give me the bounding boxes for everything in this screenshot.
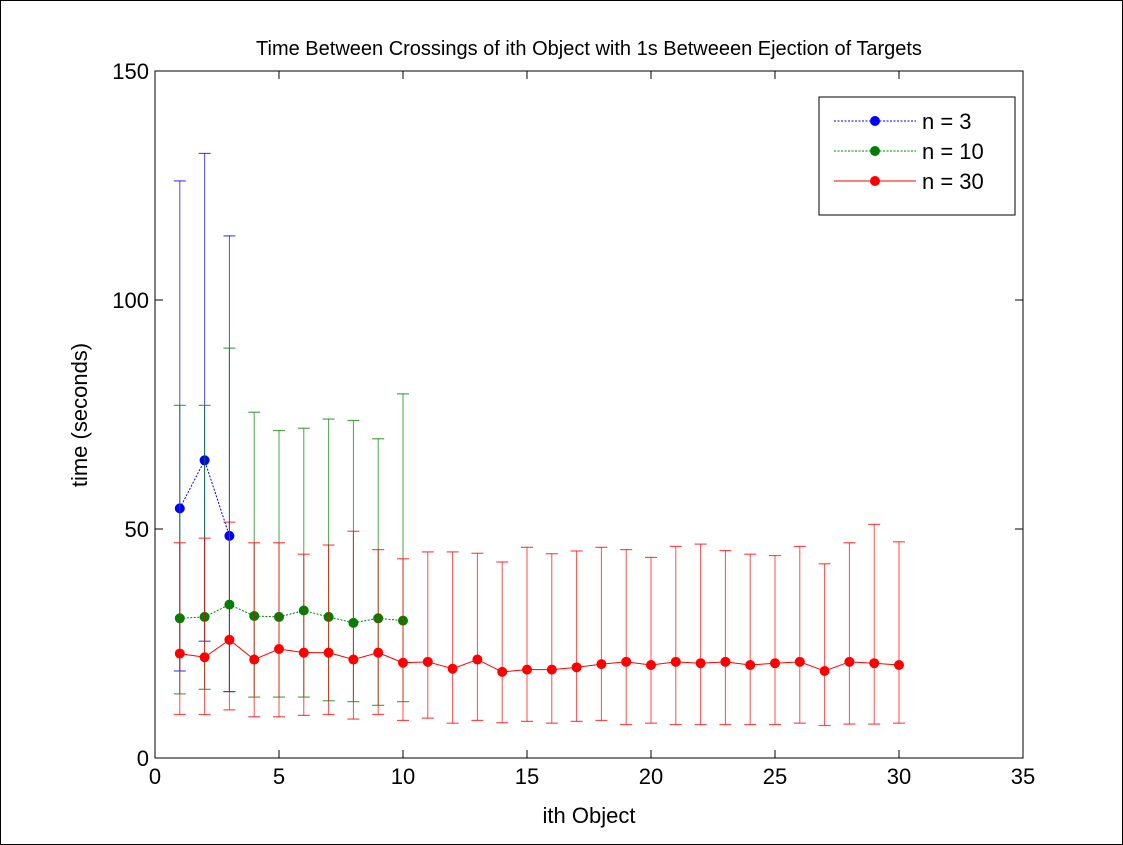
data-point (869, 658, 880, 669)
data-point (646, 660, 656, 671)
legend-marker (870, 146, 880, 156)
series-group-3 (173, 521, 905, 727)
data-point (546, 664, 557, 675)
data-point (249, 654, 260, 665)
data-point (174, 648, 185, 659)
legend-label: n = 3 (922, 109, 972, 134)
data-point (224, 634, 235, 645)
data-point (274, 643, 284, 654)
data-point (844, 656, 855, 667)
data-point (323, 647, 334, 658)
data-point (472, 654, 483, 665)
legend-label: n = 10 (922, 139, 984, 164)
data-point (348, 654, 359, 665)
legend-label: n = 30 (922, 169, 984, 194)
data-point (745, 660, 756, 671)
x-tick-label: 20 (639, 764, 663, 789)
x-tick-label: 25 (763, 764, 787, 789)
data-point (398, 657, 408, 668)
series-line (179, 604, 404, 624)
data-point (422, 656, 433, 667)
legend-item-1: n = 3 (834, 109, 972, 134)
data-point (695, 658, 706, 669)
x-tick-label: 0 (149, 764, 161, 789)
data-point (522, 664, 532, 675)
legend-box (818, 96, 1016, 216)
data-point (596, 659, 607, 670)
data-point (894, 660, 904, 671)
x-tick-label: 15 (515, 764, 539, 789)
data-point (447, 663, 458, 674)
x-tick-label: 30 (887, 764, 911, 789)
data-point (199, 652, 210, 663)
data-point (819, 665, 830, 676)
data-point (770, 658, 780, 669)
y-axis-label: time (seconds) (67, 343, 92, 487)
data-point (373, 647, 384, 658)
data-point (571, 662, 582, 673)
y-tick-label: 150 (112, 59, 149, 84)
data-point (621, 656, 632, 667)
x-axis-label: ith Object (543, 803, 636, 828)
axes-frame (154, 70, 1024, 759)
x-tick-label: 5 (273, 764, 285, 789)
legend-marker (870, 116, 880, 126)
data-point (720, 656, 731, 667)
data-point (298, 647, 309, 658)
data-point (794, 656, 805, 667)
legend-marker (870, 176, 880, 186)
x-tick-label: 35 (1011, 764, 1035, 789)
legend-item-3: n = 30 (834, 169, 984, 194)
y-tick-label: 50 (125, 517, 149, 542)
data-point (670, 656, 681, 667)
y-tick-label: 0 (137, 746, 149, 771)
chart-title: Time Between Crossings of ith Object wit… (256, 38, 922, 60)
legend-item-2: n = 10 (834, 139, 984, 164)
y-tick-label: 100 (112, 288, 149, 313)
x-tick-label: 10 (391, 764, 415, 789)
data-point (497, 666, 508, 677)
